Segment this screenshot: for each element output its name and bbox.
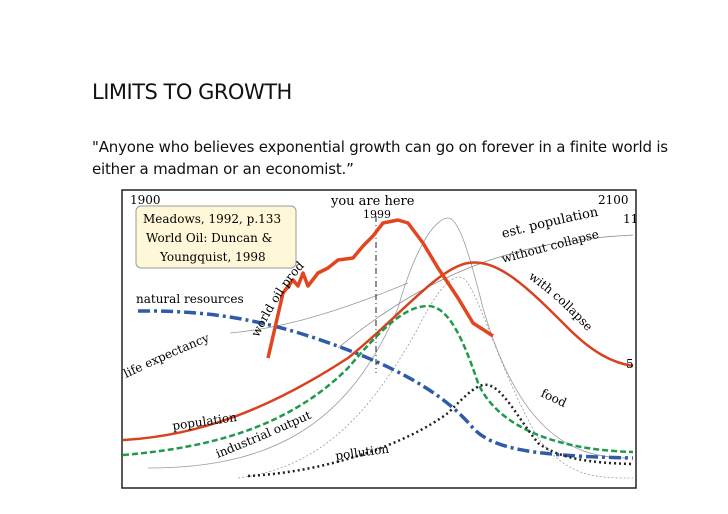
collapse-value: 5 [626,357,634,371]
year-end-label: 2100 [598,193,629,207]
pollution-curve [247,383,634,478]
source-line-2: World Oil: Duncan & [146,231,273,245]
you-are-here-label: you are here [330,194,415,209]
reference-curve-dotted [237,276,634,479]
year-1999-label: 1999 [363,208,391,221]
year-start-label: 1900 [130,193,161,207]
population-curve [122,261,634,442]
life-expectancy-curve [229,282,409,334]
world-oil-production-curve [266,218,494,359]
reference-curve [147,217,629,469]
est-population-curve [337,234,634,349]
limits-to-growth-figure: 1900 2100 you are here 1999 Meadows, 199… [118,188,638,489]
natural-resources-curve [137,309,634,460]
natural-resources-label: natural resources [136,292,244,306]
source-line-1: Meadows, 1992, p.133 [143,212,281,226]
quote: "Anyone who believes exponential growth … [92,138,668,178]
source-line-3: Youngquist, 1998 [159,250,266,264]
slide-title: LIMITS TO GROWTH [92,80,292,104]
industrial-output-curve [122,304,634,457]
source-box [135,205,297,269]
est-population-value: 11 [623,212,638,226]
